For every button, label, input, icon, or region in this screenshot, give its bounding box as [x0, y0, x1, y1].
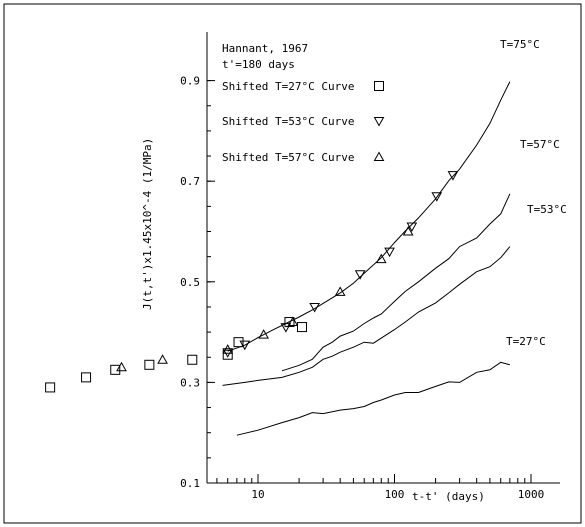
triangle-down-marker [354, 270, 366, 280]
triangle-down-marker [280, 323, 292, 333]
square-marker [187, 354, 198, 365]
triangle-down-marker [447, 171, 459, 181]
triangle-down-marker [406, 222, 418, 232]
curve-label-57: T=57°C [520, 138, 560, 151]
triangle-up-marker [287, 316, 299, 327]
triangle-up-marker [222, 344, 234, 354]
curve-t27 [236, 361, 511, 436]
legend-triangle-down-marker [373, 117, 385, 127]
y-tick-label: 0.7 [180, 175, 200, 188]
y-tick-label: 0.5 [180, 276, 200, 289]
x-tick-label: 100 [385, 488, 405, 501]
triangle-up-marker [402, 225, 414, 236]
markers [45, 81, 459, 393]
curve-t57 [281, 193, 511, 372]
outer-frame [3, 3, 582, 524]
square-marker [45, 382, 56, 393]
triangle-up-marker [258, 329, 270, 339]
annotation-age: t'=180 days [222, 58, 295, 71]
x-axis-label: t-t' (days) [412, 490, 485, 503]
annotation-source: Hannant, 1967 [222, 42, 308, 55]
legend-label-27: Shifted T=27°C Curve [222, 80, 354, 93]
y-tick-label: 0.1 [180, 477, 200, 490]
curves [222, 81, 511, 436]
square-marker [296, 322, 307, 333]
triangle-up-marker [334, 286, 346, 296]
y-tick-label: 0.9 [180, 75, 200, 88]
legend-square-marker [374, 81, 384, 91]
triangle-up-marker [375, 253, 387, 264]
axes: 0.1 0.3 0.5 0.7 0.9 10 100 1000 [180, 32, 560, 501]
square-marker [144, 359, 155, 370]
triangle-down-marker [384, 247, 395, 258]
square-marker [81, 372, 92, 383]
legend-label-53: Shifted T=53°C Curve [222, 115, 354, 128]
y-axis-label: J(t,t')x1.45x10^-4 (1/MPa) [141, 138, 154, 310]
triangle-down-marker [309, 302, 320, 313]
x-tick-label: 10 [251, 488, 264, 501]
triangle-down-marker [431, 192, 443, 202]
curve-label-75: T=75°C [500, 38, 540, 51]
curve-t75 [227, 81, 511, 352]
legend-triangle-up-marker [373, 151, 385, 161]
x-tick-label: 1000 [518, 488, 545, 501]
square-marker [222, 349, 233, 360]
square-marker [284, 317, 295, 328]
triangle-down-marker [239, 340, 251, 351]
square-marker [233, 337, 244, 348]
triangle-up-marker [157, 354, 168, 364]
triangle-up-marker [116, 361, 127, 372]
square-marker [110, 364, 121, 375]
curve-t53 [222, 246, 511, 386]
curve-label-27: T=27°C [506, 335, 546, 348]
curve-label-53: T=53°C [527, 203, 567, 216]
legend-label-57: Shifted T=57°C Curve [222, 151, 354, 164]
y-tick-label: 0.3 [180, 376, 200, 389]
